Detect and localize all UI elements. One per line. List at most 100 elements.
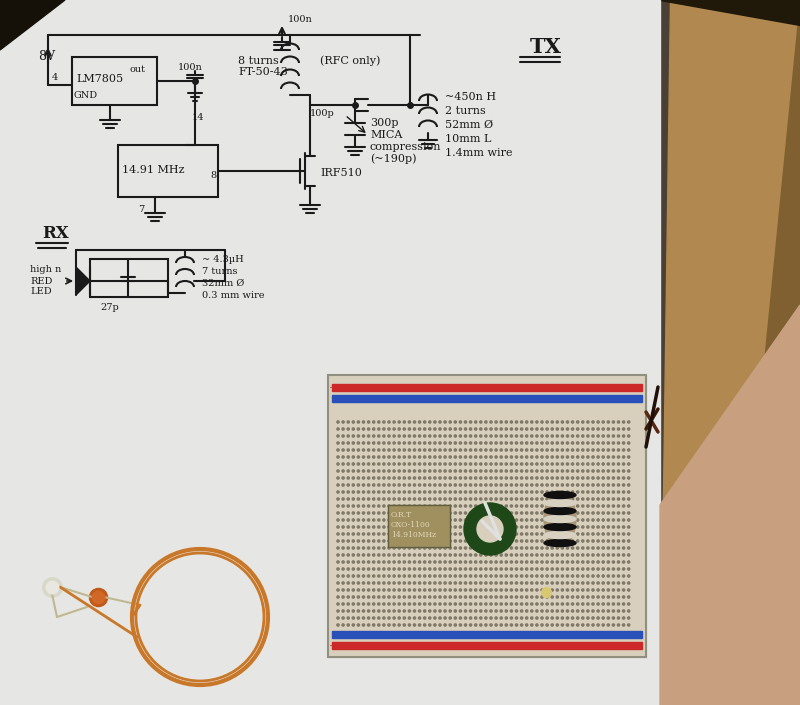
Circle shape — [434, 505, 436, 507]
Circle shape — [373, 463, 374, 465]
Bar — [90, 259, 168, 297]
Circle shape — [506, 470, 507, 472]
Circle shape — [444, 421, 446, 423]
Circle shape — [546, 589, 548, 591]
Circle shape — [566, 568, 569, 570]
Circle shape — [403, 505, 406, 507]
Circle shape — [439, 561, 441, 563]
Circle shape — [373, 519, 374, 521]
Circle shape — [490, 519, 492, 521]
Circle shape — [470, 442, 472, 444]
Circle shape — [536, 477, 538, 479]
Circle shape — [536, 617, 538, 619]
Circle shape — [546, 519, 548, 521]
Circle shape — [536, 575, 538, 577]
Circle shape — [582, 456, 584, 458]
Circle shape — [362, 484, 365, 486]
Circle shape — [592, 568, 594, 570]
Circle shape — [408, 526, 410, 528]
Circle shape — [541, 582, 543, 584]
Circle shape — [342, 512, 344, 514]
Circle shape — [495, 491, 498, 493]
Circle shape — [521, 582, 522, 584]
Circle shape — [424, 449, 426, 451]
Circle shape — [352, 533, 354, 535]
Circle shape — [592, 491, 594, 493]
Circle shape — [562, 463, 563, 465]
Circle shape — [414, 421, 416, 423]
Circle shape — [418, 568, 421, 570]
Circle shape — [500, 477, 502, 479]
Circle shape — [480, 568, 482, 570]
Circle shape — [582, 610, 584, 612]
Circle shape — [439, 610, 441, 612]
Circle shape — [521, 526, 522, 528]
Circle shape — [388, 561, 390, 563]
Circle shape — [474, 596, 477, 598]
Circle shape — [449, 463, 451, 465]
Circle shape — [521, 624, 522, 626]
Circle shape — [607, 512, 610, 514]
Circle shape — [388, 477, 390, 479]
Circle shape — [439, 526, 441, 528]
Circle shape — [362, 582, 365, 584]
Circle shape — [571, 624, 574, 626]
Circle shape — [418, 428, 421, 430]
Circle shape — [382, 463, 385, 465]
Circle shape — [506, 582, 507, 584]
Circle shape — [586, 568, 589, 570]
Circle shape — [602, 533, 604, 535]
Circle shape — [352, 456, 354, 458]
Circle shape — [530, 561, 533, 563]
Circle shape — [618, 463, 620, 465]
Circle shape — [556, 589, 558, 591]
Circle shape — [480, 512, 482, 514]
Circle shape — [597, 582, 599, 584]
Circle shape — [536, 435, 538, 437]
Circle shape — [530, 582, 533, 584]
Circle shape — [510, 477, 513, 479]
Circle shape — [403, 449, 406, 451]
Circle shape — [403, 484, 406, 486]
Circle shape — [485, 589, 487, 591]
Circle shape — [515, 470, 518, 472]
Circle shape — [480, 575, 482, 577]
Circle shape — [470, 484, 472, 486]
Circle shape — [347, 561, 350, 563]
Circle shape — [521, 498, 522, 500]
Circle shape — [474, 575, 477, 577]
Circle shape — [434, 470, 436, 472]
Circle shape — [530, 624, 533, 626]
Circle shape — [506, 456, 507, 458]
Circle shape — [566, 463, 569, 465]
Circle shape — [506, 491, 507, 493]
Circle shape — [393, 442, 395, 444]
Circle shape — [521, 554, 522, 556]
Circle shape — [398, 491, 400, 493]
Circle shape — [536, 463, 538, 465]
Circle shape — [607, 589, 610, 591]
Circle shape — [403, 526, 406, 528]
Circle shape — [506, 435, 507, 437]
Circle shape — [367, 533, 370, 535]
Circle shape — [408, 589, 410, 591]
Circle shape — [521, 603, 522, 605]
Circle shape — [414, 456, 416, 458]
Circle shape — [464, 470, 466, 472]
Circle shape — [577, 533, 579, 535]
Circle shape — [506, 428, 507, 430]
Bar — [328, 375, 646, 657]
Bar — [388, 505, 450, 547]
Circle shape — [352, 596, 354, 598]
Circle shape — [500, 540, 502, 542]
Circle shape — [495, 540, 498, 542]
Circle shape — [628, 498, 630, 500]
Text: 7 turns: 7 turns — [202, 266, 238, 276]
Circle shape — [347, 512, 350, 514]
Circle shape — [480, 624, 482, 626]
Circle shape — [480, 596, 482, 598]
Circle shape — [618, 526, 620, 528]
Circle shape — [582, 540, 584, 542]
Circle shape — [526, 505, 528, 507]
Circle shape — [382, 533, 385, 535]
